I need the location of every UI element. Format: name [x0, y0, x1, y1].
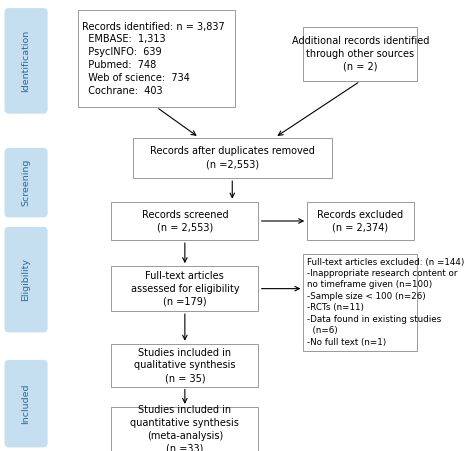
FancyBboxPatch shape: [5, 227, 47, 332]
FancyBboxPatch shape: [5, 9, 47, 113]
FancyBboxPatch shape: [5, 149, 47, 217]
Text: Eligibility: Eligibility: [22, 258, 30, 301]
Text: Identification: Identification: [22, 30, 30, 92]
Text: Screening: Screening: [22, 159, 30, 207]
FancyBboxPatch shape: [111, 202, 258, 240]
FancyBboxPatch shape: [133, 138, 332, 178]
FancyBboxPatch shape: [303, 253, 417, 351]
Text: Full-text articles excluded: (n =144)
-Inappropriate research content or
no time: Full-text articles excluded: (n =144) -I…: [307, 258, 465, 347]
FancyBboxPatch shape: [307, 202, 413, 240]
Text: Studies included in
qualitative synthesis
(n = 35): Studies included in qualitative synthesi…: [134, 348, 236, 383]
Text: Records after duplicates removed
(n =2,553): Records after duplicates removed (n =2,5…: [150, 147, 315, 169]
FancyBboxPatch shape: [111, 407, 258, 451]
Text: Additional records identified
through other sources
(n = 2): Additional records identified through ot…: [292, 37, 429, 72]
FancyBboxPatch shape: [111, 344, 258, 387]
FancyBboxPatch shape: [111, 266, 258, 311]
Text: Studies included in
quantitative synthesis
(meta-analysis)
(n =33): Studies included in quantitative synthes…: [130, 405, 239, 451]
Text: Full-text articles
assessed for eligibility
(n =179): Full-text articles assessed for eligibil…: [130, 271, 239, 306]
Text: Records identified: n = 3,837
  EMBASE:  1,313
  PsycINFO:  639
  Pubmed:  748
 : Records identified: n = 3,837 EMBASE: 1,…: [82, 22, 225, 96]
Text: Records excluded
(n = 2,374): Records excluded (n = 2,374): [317, 210, 403, 232]
FancyBboxPatch shape: [303, 27, 417, 81]
FancyBboxPatch shape: [78, 10, 235, 107]
Text: Included: Included: [22, 383, 30, 424]
Text: Records screened
(n = 2,553): Records screened (n = 2,553): [142, 210, 228, 232]
FancyBboxPatch shape: [5, 361, 47, 446]
